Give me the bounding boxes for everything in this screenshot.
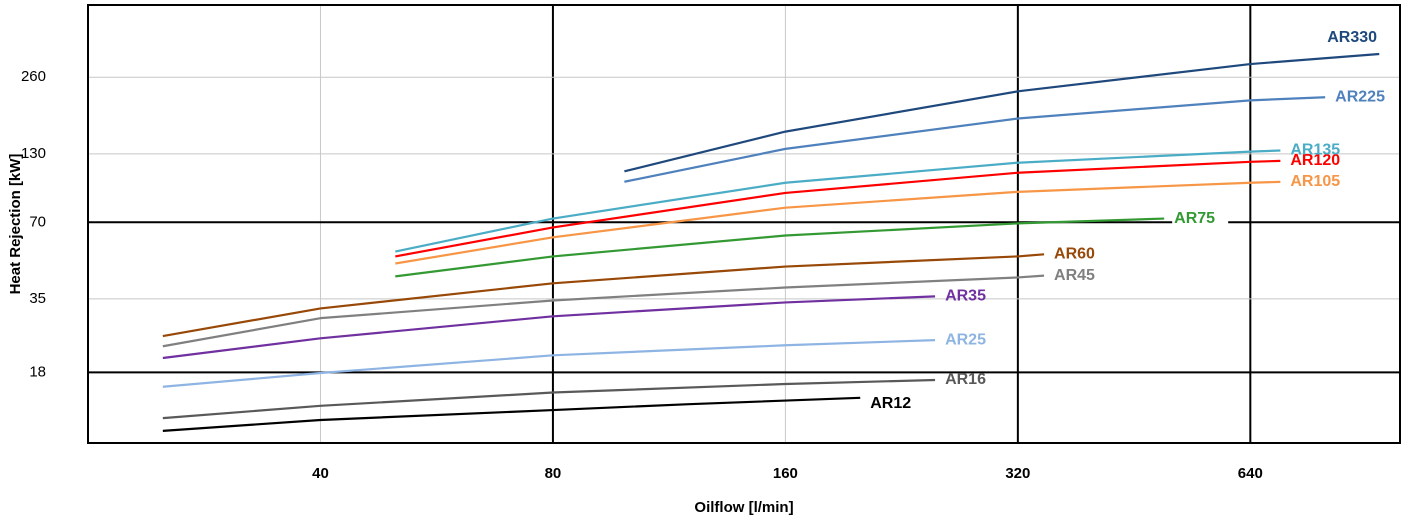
series-line (162, 253, 1045, 338)
series-line (395, 159, 1281, 258)
series-label: AR60 (1054, 246, 1095, 263)
y-tick-label: 70 (29, 213, 46, 230)
series-line (162, 396, 861, 432)
y-tick-label: 130 (21, 145, 46, 162)
y-tick-label: 35 (29, 290, 46, 307)
x-tick-label: 40 (312, 465, 329, 482)
y-tick-label: 18 (29, 363, 46, 380)
series-label: AR225 (1335, 88, 1385, 105)
series-line (162, 378, 936, 420)
y-tick-label: 260 (21, 68, 46, 85)
series-line (162, 295, 936, 360)
series-line (624, 52, 1380, 173)
plot-frame (87, 4, 1401, 444)
x-axis-title: Oilflow [l/min] (694, 499, 793, 516)
x-tick-label: 80 (545, 465, 562, 482)
series-line (395, 149, 1281, 253)
series-label: AR105 (1290, 173, 1340, 190)
lines (162, 52, 1380, 432)
series-line (395, 217, 1165, 278)
series-label: AR25 (945, 331, 986, 348)
x-tick-label: 320 (1005, 465, 1030, 482)
series-label: AR35 (945, 288, 986, 305)
series-label: AR45 (1054, 267, 1095, 284)
series-line (162, 274, 1045, 348)
series-label: AR135 (1290, 142, 1340, 159)
series-line (162, 339, 936, 388)
label-background (1172, 208, 1229, 229)
x-tick-label: 640 (1238, 465, 1263, 482)
series-label: AR75 (1174, 210, 1215, 227)
labels: 40 80 160 320 640 18 35 70 130 260 AR12 AR16 AR25 AR3… (21, 29, 1385, 482)
series-label: AR120 (1290, 152, 1340, 169)
series-label: AR330 (1327, 29, 1377, 46)
series-label: AR12 (870, 395, 911, 412)
series-label: AR16 (945, 371, 986, 388)
series-line (395, 180, 1281, 265)
x-tick-label: 160 (773, 465, 798, 482)
y-axis-title: Heat Rejection [kW] (7, 154, 24, 295)
series-line (624, 96, 1326, 183)
